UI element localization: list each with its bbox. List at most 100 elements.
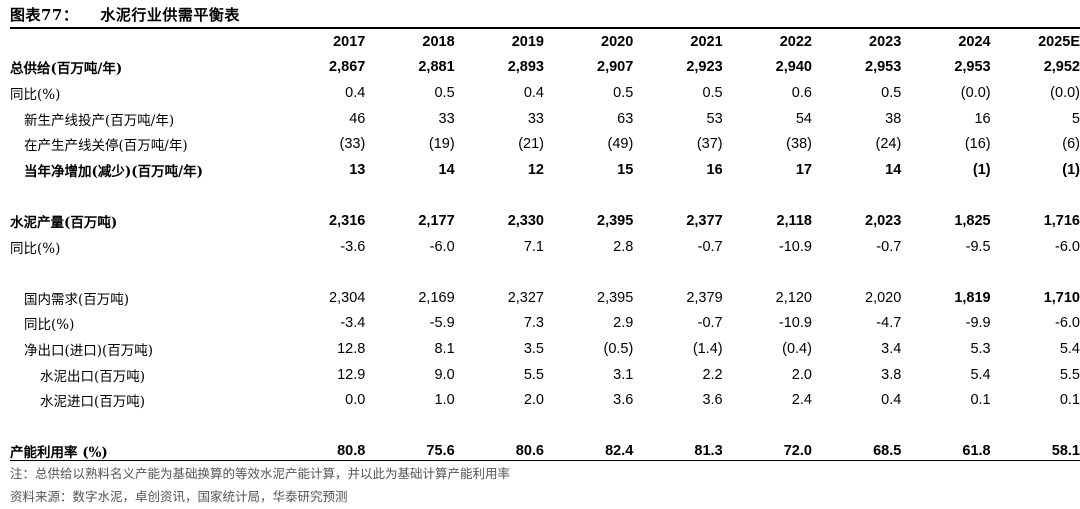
table-row: 同比(%) 0.4 0.5 0.4 0.5 0.5 0.6 0.5 (0.0) …: [10, 80, 1080, 106]
table-row: 产能利用率 (%) 80.8 75.6 80.6 82.4 81.3 72.0 …: [10, 439, 1080, 465]
cell: (33): [339, 136, 366, 153]
cell: 5: [1071, 110, 1080, 127]
cell: 15: [617, 161, 634, 178]
cell: 2,953: [954, 59, 991, 76]
cell: 2,881: [418, 59, 455, 76]
cell: 33: [438, 110, 455, 127]
cell: 2,316: [329, 212, 366, 229]
cell: 2,395: [597, 289, 634, 306]
cell: (49): [607, 136, 634, 153]
row-label: 同比(%): [10, 240, 61, 257]
cell: (6): [1062, 136, 1080, 153]
row-label: 新生产线投产(百万吨/年): [24, 112, 175, 129]
cell: 3.8: [881, 366, 902, 383]
row-label: 总供给(百万吨/年): [10, 61, 123, 78]
cell: 80.8: [337, 443, 366, 460]
row-label: 水泥出口(百万吨): [40, 368, 146, 385]
cell: 2,893: [507, 59, 544, 76]
cell: 1.0: [434, 392, 455, 409]
cell: -6.0: [1055, 238, 1080, 255]
year-header: 2019: [511, 33, 544, 50]
cell: 16: [974, 110, 991, 127]
cell: 5.4: [970, 366, 991, 383]
cell: 14: [438, 161, 455, 178]
cell: 0.1: [970, 392, 991, 409]
cell: 2,379: [686, 289, 723, 306]
header-label-cell: [10, 29, 276, 55]
spacer-row: [10, 413, 1080, 439]
table-row: 水泥出口(百万吨) 12.9 9.0 5.5 3.1 2.2 2.0 3.8 5…: [10, 362, 1080, 388]
cell: 3.6: [702, 392, 723, 409]
cell: (16): [964, 136, 991, 153]
cell: 0.4: [881, 392, 902, 409]
cell: 2,907: [597, 59, 634, 76]
cell: -6.0: [1055, 315, 1080, 332]
cell: 0.1: [1059, 392, 1080, 409]
cell: 2,940: [775, 59, 812, 76]
table-row: 水泥产量(百万吨) 2,316 2,177 2,330 2,395 2,377 …: [10, 208, 1080, 234]
cell: -6.0: [429, 238, 455, 255]
cell: 1,819: [954, 289, 991, 306]
cell: -3.6: [340, 238, 366, 255]
cell: 2.0: [791, 366, 812, 383]
year-header: 2021: [690, 33, 723, 50]
cell: 2.8: [613, 238, 634, 255]
cell: 3.5: [523, 340, 544, 357]
cell: (0.5): [603, 340, 634, 357]
cell: 13: [349, 161, 366, 178]
cell: 54: [795, 110, 812, 127]
cell: 3.1: [613, 366, 634, 383]
cell: (37): [696, 136, 723, 153]
cell: -0.7: [876, 238, 902, 255]
cell: -4.7: [876, 315, 902, 332]
cell: 2,377: [686, 212, 723, 229]
cell: 38: [885, 110, 902, 127]
table-row: 总供给(百万吨/年) 2,867 2,881 2,893 2,907 2,923…: [10, 55, 1080, 81]
cell: 2,953: [865, 59, 902, 76]
cell: -0.7: [697, 315, 723, 332]
cell: -10.9: [778, 315, 812, 332]
cell: 0.4: [345, 84, 366, 101]
row-label: 同比(%): [24, 317, 75, 334]
cell: 5.4: [1059, 340, 1080, 357]
cell: -5.9: [429, 315, 455, 332]
bottom-rule: [10, 460, 1080, 461]
cell: 8.1: [434, 340, 455, 357]
cell: 2,177: [418, 212, 455, 229]
cell: -3.4: [340, 315, 366, 332]
cell: 72.0: [783, 443, 812, 460]
cell: -9.9: [965, 315, 991, 332]
table-row: 同比(%) -3.4 -5.9 7.3 2.9 -0.7 -10.9 -4.7 …: [10, 311, 1080, 337]
cell: 2.9: [613, 315, 634, 332]
cell: 5.5: [523, 366, 544, 383]
cell: 2,118: [776, 212, 812, 229]
cell: 2,120: [775, 289, 812, 306]
cell: 1,825: [954, 212, 991, 229]
cell: (0.0): [960, 84, 991, 101]
cell: 0.0: [345, 392, 366, 409]
cell: 7.1: [523, 238, 544, 255]
cell: 1,710: [1043, 289, 1080, 306]
cell: (38): [786, 136, 812, 153]
cell: 2,023: [865, 212, 902, 229]
year-header: 2020: [601, 33, 634, 50]
table-row: 当年净增加(减少)(百万吨/年) 13 14 12 15 16 17 14 (1…: [10, 157, 1080, 183]
row-label: 同比(%): [10, 86, 61, 103]
table-row: 新生产线投产(百万吨/年) 46 33 33 63 53 54 38 16 5: [10, 106, 1080, 132]
cell: 0.4: [523, 84, 544, 101]
cell: 12.8: [337, 340, 366, 357]
cell: 2,923: [686, 59, 723, 76]
cell: 12: [527, 161, 544, 178]
year-header: 2025E: [1038, 33, 1080, 50]
cell: (1): [1062, 161, 1080, 178]
year-header: 2023: [869, 33, 902, 50]
cell: -9.5: [965, 238, 991, 255]
cell: 33: [527, 110, 544, 127]
cell: 80.6: [515, 443, 544, 460]
cell: 5.5: [1059, 366, 1080, 383]
cell: 2,169: [418, 289, 455, 306]
cell: 7.3: [523, 315, 544, 332]
cell: (21): [518, 136, 544, 153]
spacer-row: [10, 259, 1080, 285]
cell: (24): [875, 136, 902, 153]
